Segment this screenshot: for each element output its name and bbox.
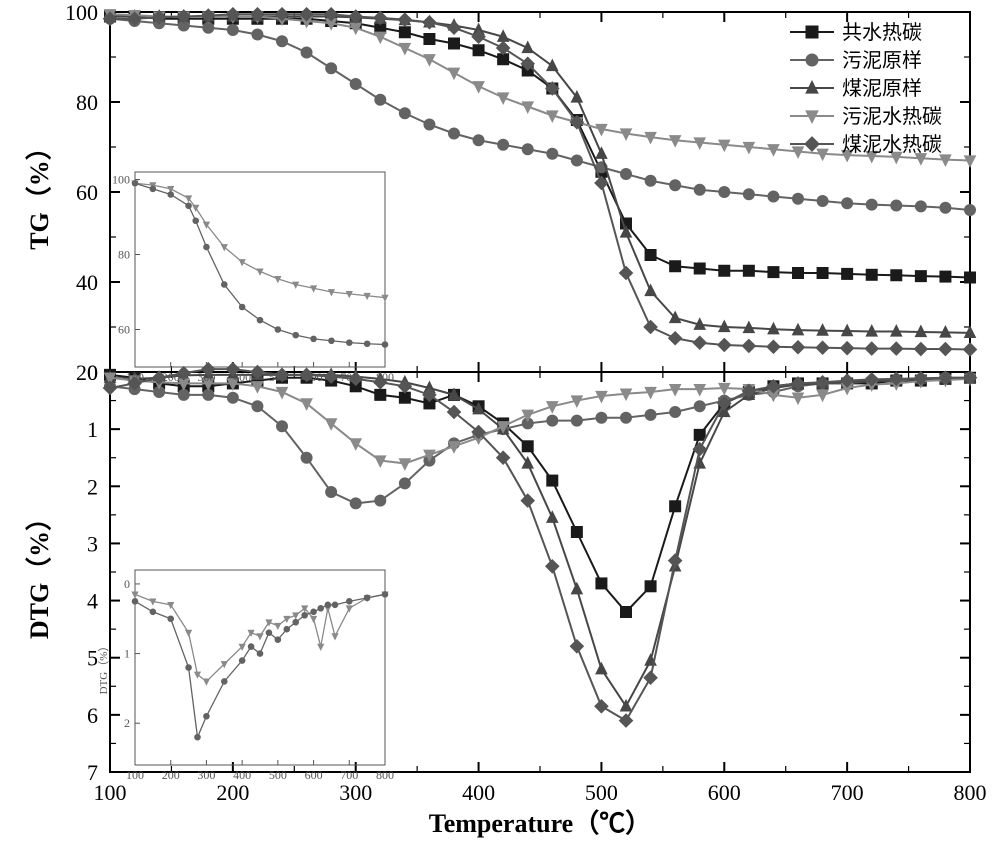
svg-text:6: 6 bbox=[87, 703, 98, 728]
series-coal_htc bbox=[110, 14, 970, 349]
svg-text:500: 500 bbox=[269, 370, 287, 384]
svg-text:500: 500 bbox=[269, 768, 287, 782]
svg-text:700: 700 bbox=[340, 768, 358, 782]
svg-text:700: 700 bbox=[340, 370, 358, 384]
svg-text:400: 400 bbox=[462, 780, 495, 805]
svg-text:2: 2 bbox=[87, 474, 98, 499]
chart-svg: 20406080100TG（%）100200300400500600700800… bbox=[0, 0, 1000, 842]
svg-text:1: 1 bbox=[124, 647, 130, 661]
series-sludge bbox=[110, 378, 970, 504]
svg-text:100: 100 bbox=[126, 370, 144, 384]
series-coal bbox=[110, 375, 970, 706]
svg-text:400: 400 bbox=[233, 370, 251, 384]
svg-text:200: 200 bbox=[162, 768, 180, 782]
svg-text:4: 4 bbox=[87, 589, 98, 614]
svg-text:5: 5 bbox=[87, 646, 98, 671]
legend-item: 污泥原样 bbox=[842, 49, 922, 72]
ylabel: DTG（%） bbox=[25, 505, 54, 639]
svg-text:200: 200 bbox=[162, 370, 180, 384]
svg-text:40: 40 bbox=[76, 270, 98, 295]
svg-text:800: 800 bbox=[376, 768, 394, 782]
series-coal bbox=[110, 17, 970, 333]
svg-text:7: 7 bbox=[87, 760, 98, 785]
svg-text:600: 600 bbox=[305, 768, 323, 782]
svg-text:DTG（%）: DTG（%） bbox=[97, 641, 110, 695]
svg-text:100: 100 bbox=[112, 173, 130, 187]
svg-text:100: 100 bbox=[126, 768, 144, 782]
legend-item: 共水热碳 bbox=[842, 21, 922, 44]
svg-text:2: 2 bbox=[124, 716, 130, 730]
series-sludge_htc bbox=[110, 378, 970, 464]
svg-text:80: 80 bbox=[76, 90, 98, 115]
svg-text:3: 3 bbox=[87, 531, 98, 556]
legend-item: 煤泥水热碳 bbox=[842, 133, 942, 156]
svg-text:800: 800 bbox=[954, 780, 987, 805]
series-sludge bbox=[110, 19, 970, 210]
svg-text:500: 500 bbox=[585, 780, 618, 805]
svg-text:200: 200 bbox=[216, 780, 249, 805]
svg-text:300: 300 bbox=[339, 780, 372, 805]
legend-item: 煤泥原样 bbox=[842, 77, 922, 100]
series-co_htc bbox=[110, 17, 970, 278]
svg-text:300: 300 bbox=[197, 370, 215, 384]
svg-text:60: 60 bbox=[118, 323, 130, 337]
svg-text:400: 400 bbox=[233, 768, 251, 782]
svg-text:700: 700 bbox=[831, 780, 864, 805]
svg-text:600: 600 bbox=[708, 780, 741, 805]
svg-text:0: 0 bbox=[124, 577, 130, 591]
svg-text:0: 0 bbox=[87, 360, 98, 385]
svg-text:300: 300 bbox=[197, 768, 215, 782]
svg-text:800: 800 bbox=[376, 370, 394, 384]
svg-text:60: 60 bbox=[76, 180, 98, 205]
svg-text:600: 600 bbox=[305, 370, 323, 384]
svg-text:80: 80 bbox=[118, 248, 130, 262]
xlabel: Temperature（℃） bbox=[429, 809, 651, 838]
svg-text:100: 100 bbox=[94, 780, 127, 805]
figure-root: 20406080100TG（%）100200300400500600700800… bbox=[0, 0, 1000, 842]
svg-text:1: 1 bbox=[87, 417, 98, 442]
series-sludge_htc bbox=[110, 14, 970, 160]
svg-text:100: 100 bbox=[65, 0, 98, 25]
ylabel: TG（%） bbox=[25, 134, 54, 250]
legend-item: 污泥水热碳 bbox=[842, 105, 942, 128]
